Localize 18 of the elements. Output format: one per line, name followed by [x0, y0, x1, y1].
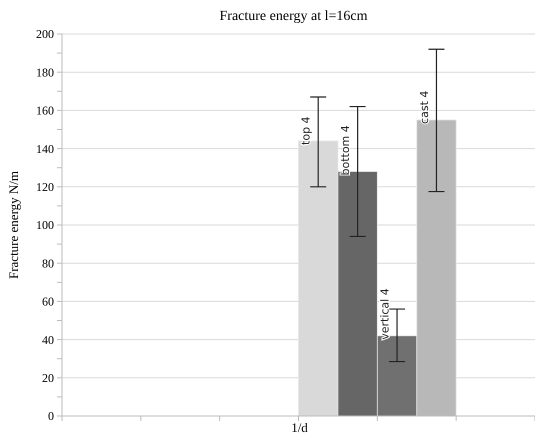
- text: cast 4: [418, 90, 431, 124]
- y-tick-label: 120: [36, 180, 54, 194]
- y-tick-label: 20: [42, 371, 54, 385]
- x-axis-title: 1/d: [291, 420, 308, 435]
- y-tick-label: 160: [36, 104, 54, 118]
- text: vertical 4: [378, 288, 392, 340]
- text: bottom 4: [338, 125, 352, 176]
- y-axis-title: Fracture energy N/m: [6, 170, 21, 280]
- y-tick-label: 80: [42, 256, 54, 270]
- y-tick-label: 60: [42, 294, 54, 309]
- chart-title: Fracture energy at l=16cm: [220, 9, 368, 24]
- y-tick-label: 140: [36, 142, 54, 156]
- text: top 4: [300, 116, 312, 145]
- y-tick-label: 100: [36, 218, 54, 232]
- y-tick-label: 180: [36, 65, 54, 80]
- y-tick-label: 40: [42, 332, 54, 347]
- y-tick-label: 200: [36, 27, 54, 42]
- y-tick-label: 0: [48, 409, 54, 424]
